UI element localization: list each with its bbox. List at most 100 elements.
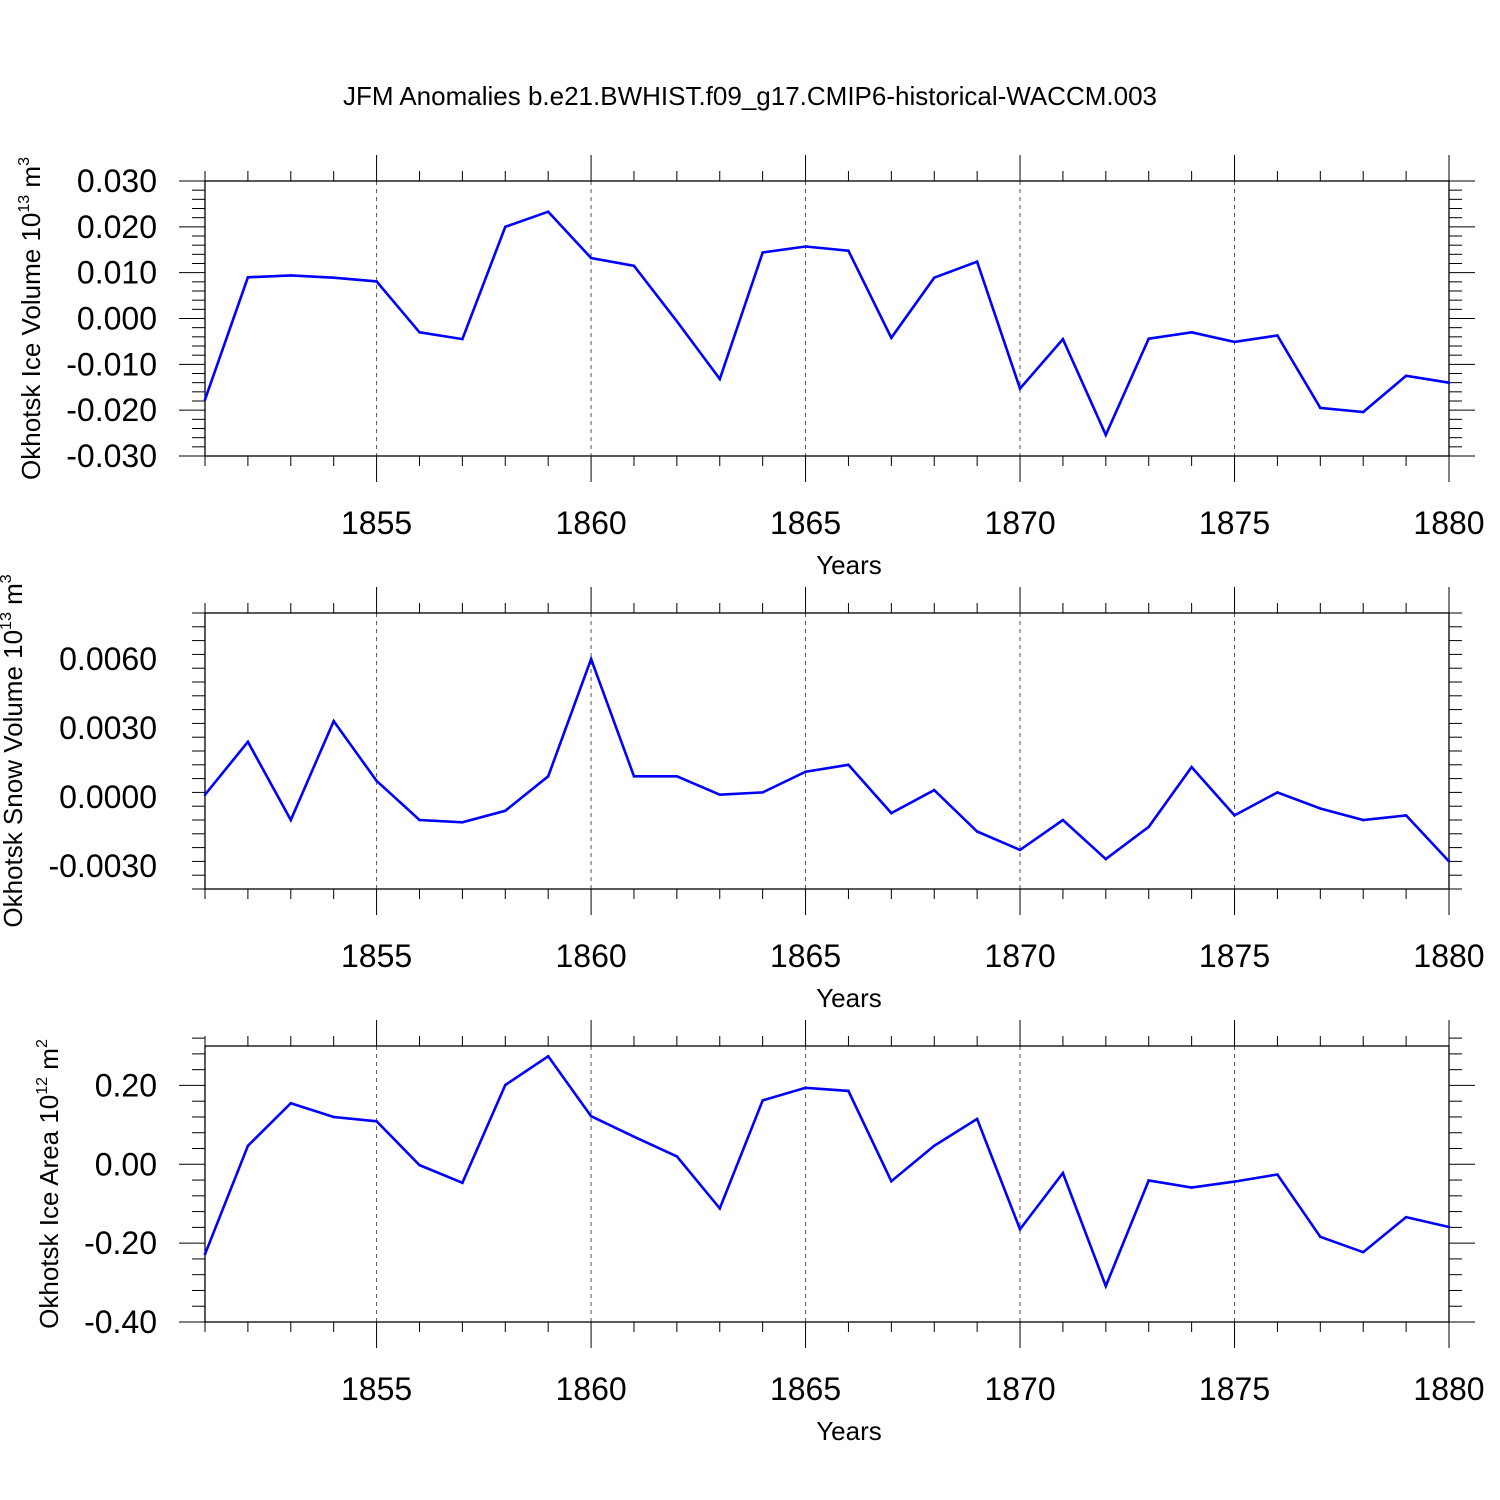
data-point bbox=[804, 770, 807, 773]
data-point bbox=[890, 1179, 893, 1183]
data-point bbox=[761, 251, 764, 254]
y-axis-title: Okhotsk Ice Volume 1013 m3 bbox=[16, 157, 46, 480]
x-tick-label: 1860 bbox=[555, 1371, 626, 1407]
data-point bbox=[1447, 381, 1451, 384]
data-point bbox=[503, 1083, 507, 1087]
series-line bbox=[203, 1054, 1450, 1290]
data-point bbox=[1104, 857, 1108, 861]
y-axis-unit-exponent: 2 bbox=[34, 1039, 51, 1048]
data-point bbox=[1276, 791, 1279, 794]
chart-panel-3: 1855 1860 1865 1870 1875 1880 0.20 0.00 -0.20 -0.… bbox=[34, 1020, 1485, 1446]
x-tick-label: 1865 bbox=[770, 505, 841, 541]
data-point bbox=[332, 276, 335, 280]
data-point bbox=[1361, 818, 1365, 822]
data-point bbox=[718, 793, 722, 796]
x-axis-title: Years bbox=[816, 1416, 882, 1446]
data-point bbox=[246, 275, 250, 279]
y-axis-title-text: Okhotsk Snow Volume 10 bbox=[0, 630, 28, 928]
plot-frame bbox=[204, 612, 1450, 890]
x-tick-label: 1870 bbox=[984, 938, 1055, 974]
y-tick-label: 0.030 bbox=[77, 163, 157, 199]
x-tick-label: 1855 bbox=[341, 938, 412, 974]
data-point bbox=[1233, 340, 1236, 344]
x-tick-label: 1875 bbox=[1199, 938, 1270, 974]
x-tick-label: 1865 bbox=[770, 938, 841, 974]
data-point bbox=[675, 775, 679, 778]
chart-panel-1: 1855 1860 1865 1870 1875 1880 0.030 0.020 0.010 0… bbox=[16, 155, 1485, 580]
data-point bbox=[375, 1120, 378, 1123]
data-point bbox=[289, 274, 293, 277]
data-point bbox=[1447, 860, 1451, 863]
data-point bbox=[1018, 1228, 1022, 1231]
y-axis-unit-exponent: 13 bbox=[0, 612, 15, 630]
data-point bbox=[804, 1086, 807, 1090]
data-point bbox=[675, 319, 679, 323]
data-point bbox=[289, 818, 293, 822]
data-point bbox=[1061, 337, 1065, 341]
data-point bbox=[761, 791, 764, 794]
data-point bbox=[246, 1144, 250, 1148]
data-point bbox=[1233, 1180, 1236, 1183]
y-axis-unit-base: m bbox=[16, 166, 46, 195]
data-point bbox=[932, 788, 936, 792]
data-point bbox=[1319, 406, 1322, 410]
data-point bbox=[675, 1155, 679, 1158]
data-point bbox=[932, 276, 936, 280]
data-point bbox=[1361, 1250, 1365, 1254]
y-tick-label: -0.010 bbox=[66, 346, 157, 382]
data-point bbox=[418, 818, 421, 822]
data-point bbox=[418, 330, 421, 334]
y-tick-label: -0.20 bbox=[84, 1225, 157, 1261]
x-axis-title: Years bbox=[816, 983, 882, 1013]
data-point bbox=[1018, 848, 1022, 852]
plot-frame bbox=[204, 180, 1450, 457]
data-point bbox=[503, 225, 507, 229]
data-point bbox=[761, 1099, 764, 1102]
data-point bbox=[632, 1135, 636, 1138]
data-point bbox=[1147, 825, 1151, 829]
data-point bbox=[890, 811, 893, 815]
y-axis-unit-exponent: 3 bbox=[16, 157, 33, 166]
x-tick-label: 1860 bbox=[555, 505, 626, 541]
y-tick-label: 0.0000 bbox=[59, 779, 157, 815]
y-tick-label: 0.0060 bbox=[59, 641, 157, 677]
y-tick-label: -0.40 bbox=[84, 1304, 157, 1340]
figure-title: JFM Anomalies b.e21.BWHIST.f09_g17.CMIP6… bbox=[343, 81, 1157, 111]
series-line bbox=[203, 210, 1450, 439]
y-tick-label: 0.0030 bbox=[59, 710, 157, 746]
data-point bbox=[461, 821, 464, 824]
chart-panel-2: 1855 1860 1865 1870 1875 1880 0.0060 0.0030 0.00… bbox=[0, 574, 1485, 1013]
y-tick-label: -0.0030 bbox=[48, 848, 157, 884]
data-point bbox=[890, 336, 893, 340]
data-point bbox=[847, 249, 850, 252]
data-point bbox=[1147, 337, 1151, 340]
y-axis-title-text: Okhotsk Ice Area 10 bbox=[34, 1095, 64, 1329]
data-point bbox=[1404, 814, 1408, 817]
x-tick-label: 1880 bbox=[1413, 1371, 1484, 1407]
data-point bbox=[589, 657, 593, 661]
data-point bbox=[1104, 433, 1108, 437]
x-tick-label: 1855 bbox=[341, 1371, 412, 1407]
data-point bbox=[932, 1144, 936, 1148]
data-point bbox=[1447, 1225, 1451, 1229]
x-tick-label: 1880 bbox=[1413, 505, 1484, 541]
data-point bbox=[203, 398, 207, 401]
y-axis-title: Okhotsk Ice Area 1012 m2 bbox=[34, 1039, 64, 1329]
x-tick-label: 1875 bbox=[1199, 1371, 1270, 1407]
data-point bbox=[546, 210, 550, 214]
data-point bbox=[375, 280, 378, 283]
data-point bbox=[975, 1117, 979, 1121]
data-point bbox=[589, 256, 593, 260]
series-line bbox=[203, 655, 1450, 863]
data-point bbox=[461, 337, 464, 341]
data-point bbox=[975, 260, 979, 263]
data-point bbox=[975, 830, 979, 833]
data-point bbox=[1233, 814, 1236, 817]
y-axis-title-text: Okhotsk Ice Volume 10 bbox=[16, 213, 46, 480]
data-point bbox=[1361, 410, 1365, 414]
data-point bbox=[546, 775, 550, 778]
x-tick-label: 1880 bbox=[1413, 938, 1484, 974]
data-point bbox=[375, 779, 378, 783]
plot-frame bbox=[204, 1045, 1450, 1323]
